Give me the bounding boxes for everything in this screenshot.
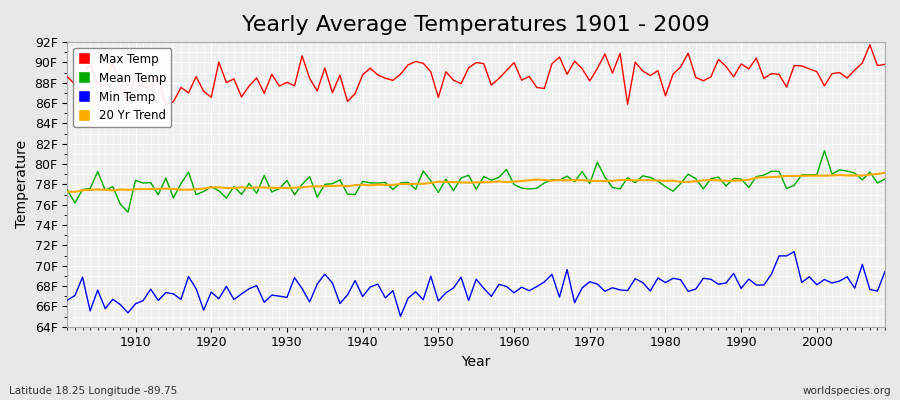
X-axis label: Year: Year xyxy=(462,355,490,369)
Legend: Max Temp, Mean Temp, Min Temp, 20 Yr Trend: Max Temp, Mean Temp, Min Temp, 20 Yr Tre… xyxy=(73,48,171,127)
Y-axis label: Temperature: Temperature xyxy=(15,140,29,228)
Title: Yearly Average Temperatures 1901 - 2009: Yearly Average Temperatures 1901 - 2009 xyxy=(242,15,710,35)
Text: worldspecies.org: worldspecies.org xyxy=(803,386,891,396)
Text: Latitude 18.25 Longitude -89.75: Latitude 18.25 Longitude -89.75 xyxy=(9,386,177,396)
